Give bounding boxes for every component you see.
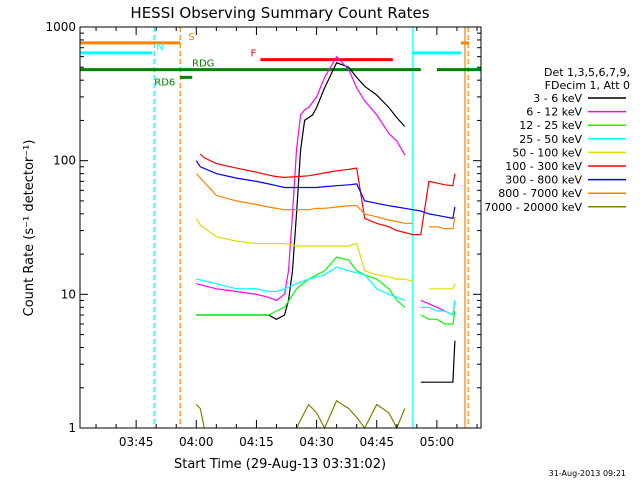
series-line-7	[195, 173, 456, 230]
y-tick-label: 1	[68, 421, 76, 435]
y-tick-label: 100	[53, 154, 76, 168]
x-tick-label: 04:15	[239, 435, 274, 449]
series-line-5	[199, 153, 456, 236]
plot-area: S N F RDG RD6	[80, 27, 481, 428]
legend-entry-label: 300 - 800 keV	[505, 174, 582, 187]
x-axis-label: Start Time (29-Aug-13 03:31:02)	[174, 457, 386, 472]
legend-entry-label: 25 - 50 keV	[519, 133, 582, 146]
y-tick-label: 1000	[45, 20, 76, 34]
legend-entry-label: 7000 - 20000 keV	[484, 201, 582, 214]
series-line-3	[196, 266, 456, 316]
y-axis-label: Count Rate (s⁻¹ detector⁻¹)	[22, 140, 37, 317]
x-tick-label: 03:45	[119, 435, 154, 449]
legend-entry-label: 100 - 300 keV	[505, 160, 582, 173]
series-line-4	[195, 218, 456, 290]
x-tick-label: 04:00	[179, 435, 214, 449]
series-line-6	[195, 160, 456, 220]
x-tick-label: 05:00	[420, 435, 455, 449]
legend-title: Det 1,3,5,6,7,9,	[544, 66, 630, 79]
legend: Det 1,3,5,6,7,9,FDecim 1, Att 03 - 6 keV…	[484, 66, 630, 214]
flag-label-n: N	[156, 42, 163, 53]
flag-label-rdg: RDG	[192, 59, 214, 70]
legend-entry-label: 12 - 25 keV	[519, 119, 582, 132]
series-line-2	[196, 256, 456, 325]
footer-timestamp: 31-Aug-2013 09:21	[549, 469, 626, 478]
x-tick-label: 04:30	[299, 435, 334, 449]
flag-label-rd6: RD6	[154, 77, 175, 88]
legend-title: FDecim 1, Att 0	[545, 79, 630, 92]
plot-frame	[79, 26, 482, 429]
legend-entry-label: 6 - 12 keV	[526, 106, 582, 119]
legend-entry-label: 50 - 100 keV	[512, 146, 582, 159]
legend-entry-label: 800 - 7000 keV	[498, 187, 582, 200]
axes: 1 10 100 1000 03:45 04:00 04:15 04:30 04:45 05:00	[45, 20, 482, 449]
x-tick-label: 04:45	[359, 435, 394, 449]
flag-label-f: F	[250, 49, 256, 60]
flag-label-s: S	[188, 32, 194, 43]
legend-entry-label: 3 - 6 keV	[533, 92, 582, 105]
chart-title: HESSI Observing Summary Count Rates	[130, 4, 429, 22]
y-tick-label: 10	[61, 287, 76, 301]
